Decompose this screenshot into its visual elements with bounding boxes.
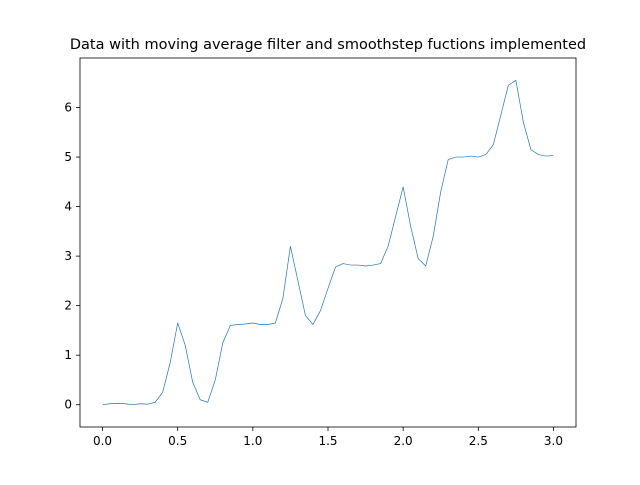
series-line-0	[102, 79, 554, 406]
y-tick-label: 4	[64, 200, 72, 214]
x-tick-label: 0.5	[168, 434, 187, 448]
y-tick-label: 2	[64, 299, 72, 313]
y-axis-ticks: 0 1 2 3 4 5 6	[64, 101, 80, 412]
y-tick-label: 0	[64, 398, 72, 412]
y-tick-label: 6	[64, 101, 72, 115]
x-tick-label: 2.5	[469, 434, 488, 448]
x-tick-label: 2.0	[394, 434, 413, 448]
y-tick-label: 5	[64, 150, 72, 164]
x-tick-label: 1.0	[243, 434, 262, 448]
x-tick-label: 0.0	[93, 434, 112, 448]
y-tick-label: 3	[64, 249, 72, 263]
y-tick-label: 1	[64, 348, 72, 362]
x-tick-label: 1.5	[318, 434, 337, 448]
chart-title: Data with moving average filter and smoo…	[70, 37, 586, 53]
x-tick-label: 3.0	[544, 434, 563, 448]
axes-frame	[79, 57, 577, 428]
x-axis-ticks: 0.0 0.5 1.0 1.5 2.0 2.5 3.0	[93, 427, 563, 448]
plot-area	[102, 79, 554, 406]
